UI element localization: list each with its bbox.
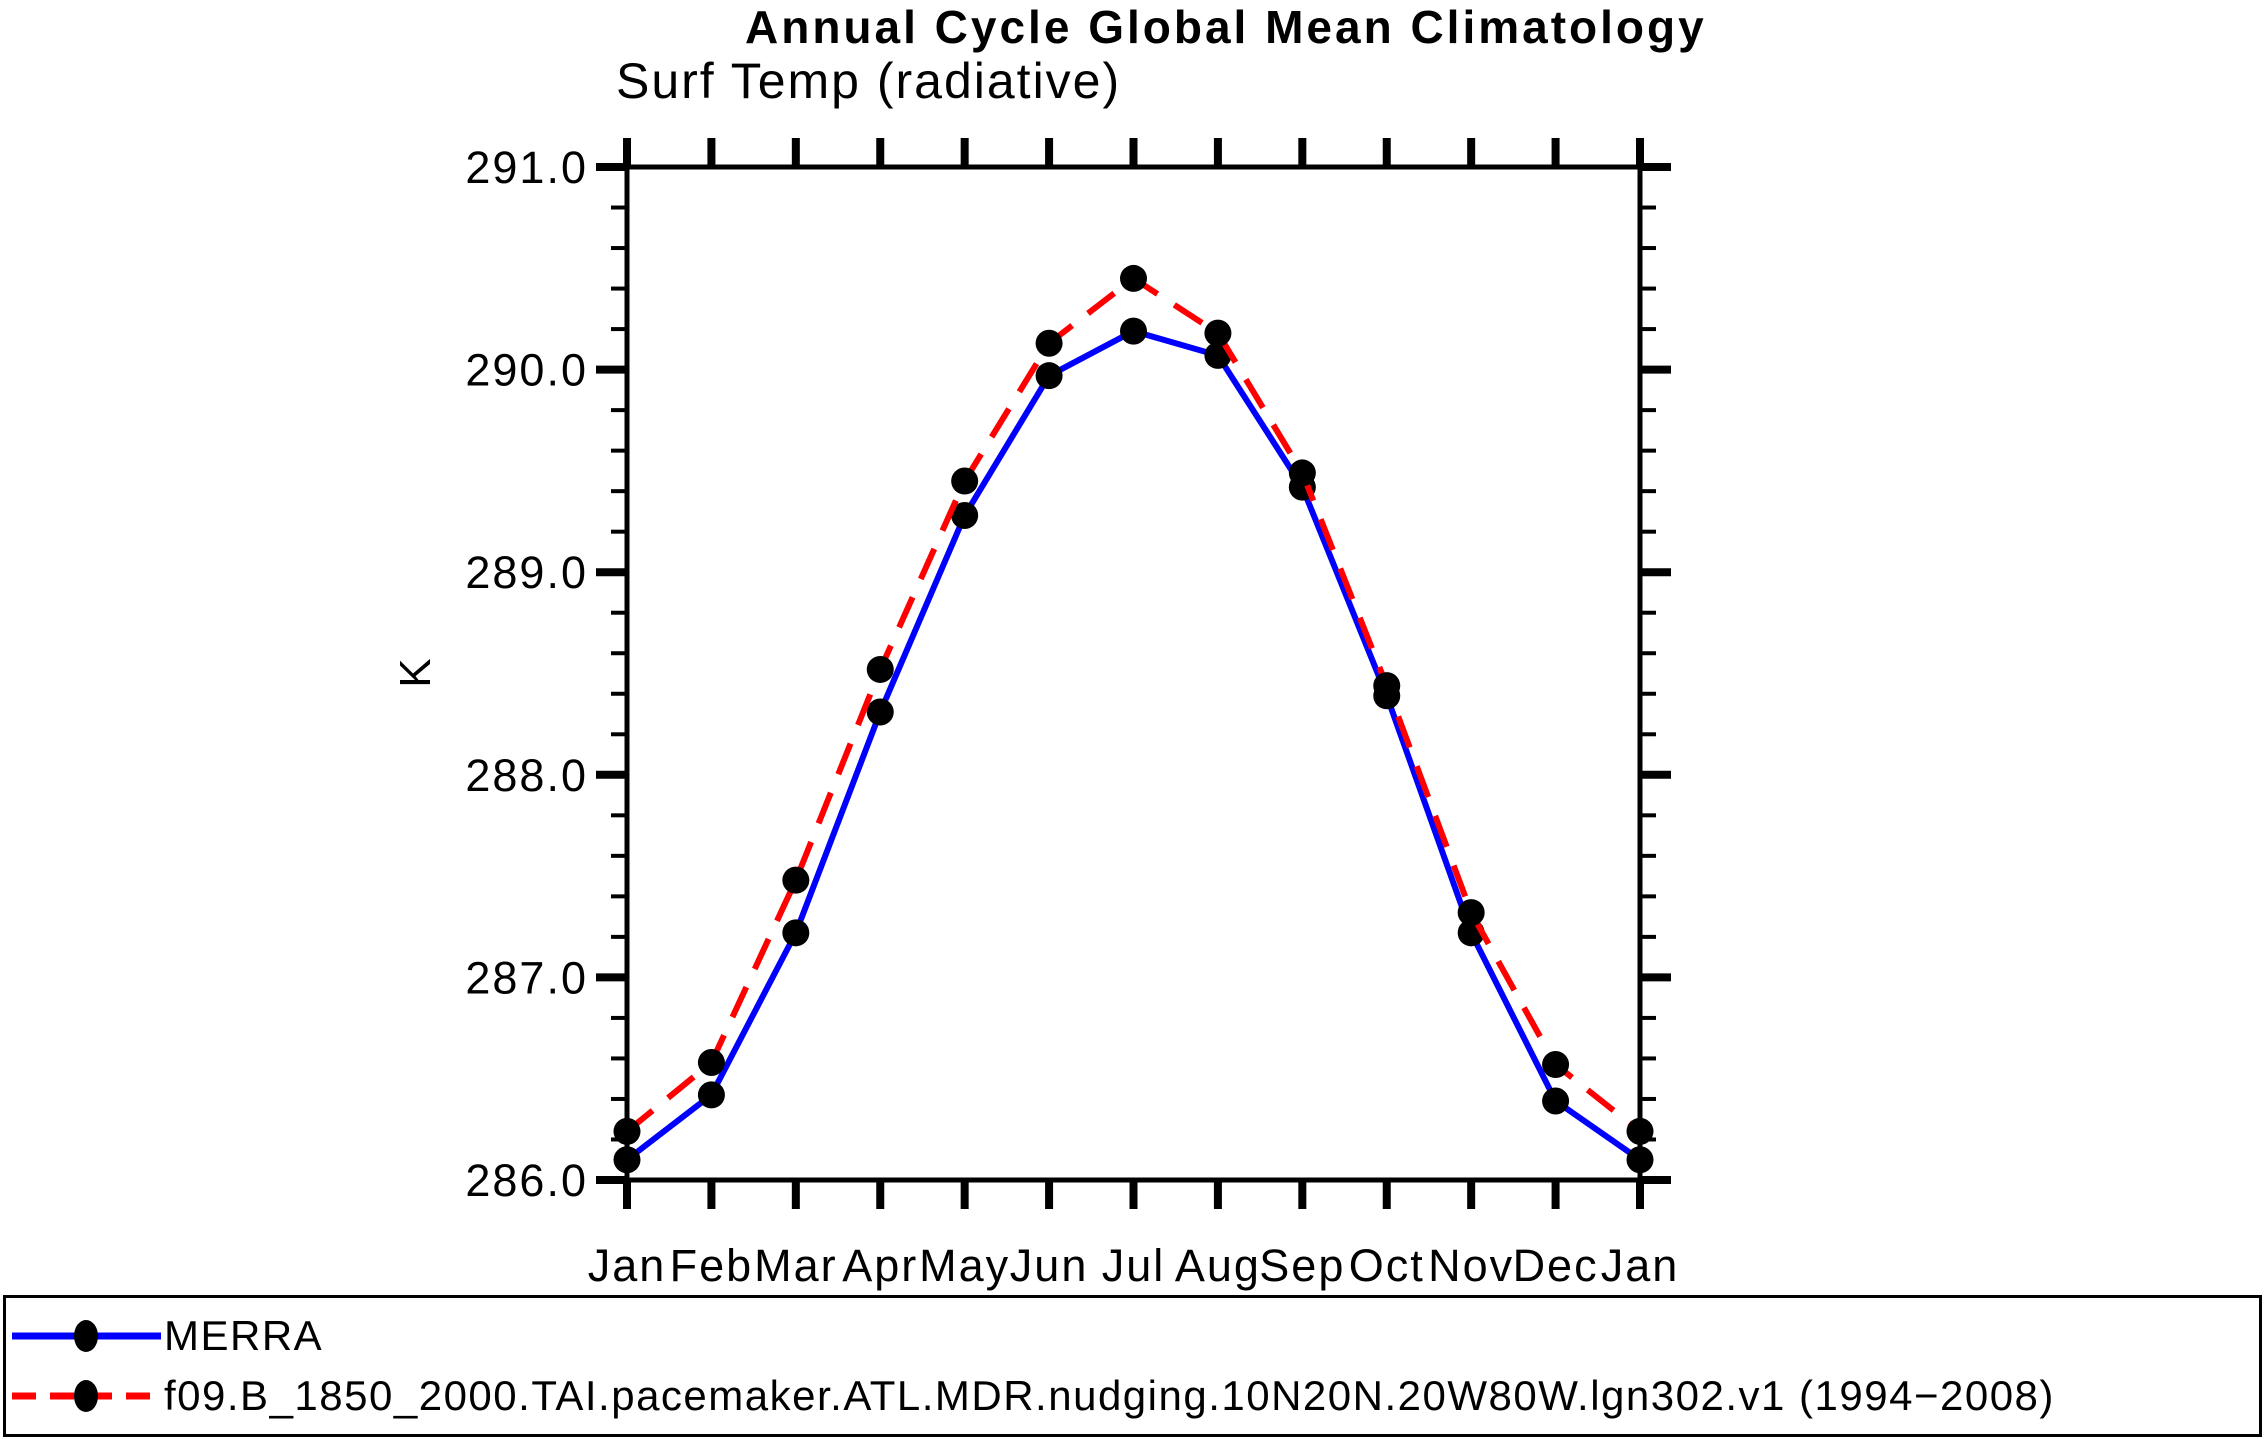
merra-data-point: [866, 698, 894, 726]
month-label: May: [919, 1240, 1010, 1291]
legend-row-merra: MERRA: [6, 1313, 323, 1359]
plot-subtitle: Surf Temp (radiative): [616, 53, 1122, 109]
month-label: Sep: [1259, 1240, 1345, 1291]
merra-data-point: [1542, 1087, 1570, 1115]
model-data-point: [866, 655, 894, 683]
model-data-point: [613, 1117, 641, 1145]
model-data-point: [1288, 459, 1316, 487]
legend: MERRA f09.B_1850_2000.TAI.pacemaker.ATL.…: [3, 1295, 2262, 1437]
month-label: Dec: [1513, 1240, 1599, 1291]
y-axis-tick-label: 289.0: [465, 547, 588, 598]
month-label: Jul: [1102, 1240, 1166, 1291]
model-data-point: [951, 467, 979, 495]
month-label: Oct: [1349, 1240, 1425, 1291]
month-label: Jan: [588, 1240, 667, 1291]
y-axis-tick-label: 287.0: [465, 952, 588, 1003]
legend-label-merra: MERRA: [164, 1312, 324, 1359]
y-axis-tick-label: 286.0: [465, 1155, 588, 1206]
model-data-point: [697, 1048, 725, 1076]
merra-data-point: [782, 919, 810, 947]
month-label: Aug: [1175, 1240, 1261, 1291]
model-data-point: [1120, 264, 1147, 292]
merra-data-point: [1626, 1146, 1654, 1174]
model-data-point: [782, 866, 810, 894]
month-label: Jan: [1601, 1240, 1680, 1291]
y-axis-tick-label: 290.0: [465, 345, 588, 396]
legend-row-model: f09.B_1850_2000.TAI.pacemaker.ATL.MDR.nu…: [6, 1373, 2055, 1419]
month-label: Jun: [1010, 1240, 1089, 1291]
model-line-sample-icon: [12, 1380, 161, 1412]
model-data-point: [1626, 1117, 1654, 1145]
merra-data-point: [697, 1081, 725, 1109]
y-axis-tick-label: 288.0: [465, 750, 588, 801]
merra-data-point: [613, 1146, 641, 1174]
model-data-point: [1457, 899, 1485, 927]
model-data-point: [1035, 329, 1063, 357]
model-data-point: [1204, 319, 1232, 347]
merra-line: [625, 327, 1642, 1163]
merra-data-point: [951, 501, 979, 529]
merra-data-point: [1120, 317, 1147, 345]
legend-marker-dot: [74, 1380, 98, 1412]
legend-marker-dot: [74, 1320, 98, 1352]
month-label: Mar: [754, 1240, 838, 1291]
month-label: Nov: [1428, 1240, 1514, 1291]
model-data-point: [1373, 672, 1401, 700]
merra-data-point: [1035, 362, 1063, 390]
month-label: Apr: [842, 1240, 918, 1291]
model-line: [625, 274, 1642, 1134]
page-title: Annual Cycle Global Mean Climatology: [745, 1, 1707, 53]
merra-line-sample-icon: [12, 1320, 161, 1352]
legend-label-model: f09.B_1850_2000.TAI.pacemaker.ATL.MDR.nu…: [164, 1372, 2055, 1419]
y-axis-tick-label: 291.0: [465, 142, 588, 193]
y-axis-unit-label: K: [391, 658, 440, 687]
month-label: Feb: [670, 1240, 754, 1291]
model-data-point: [1542, 1051, 1570, 1079]
